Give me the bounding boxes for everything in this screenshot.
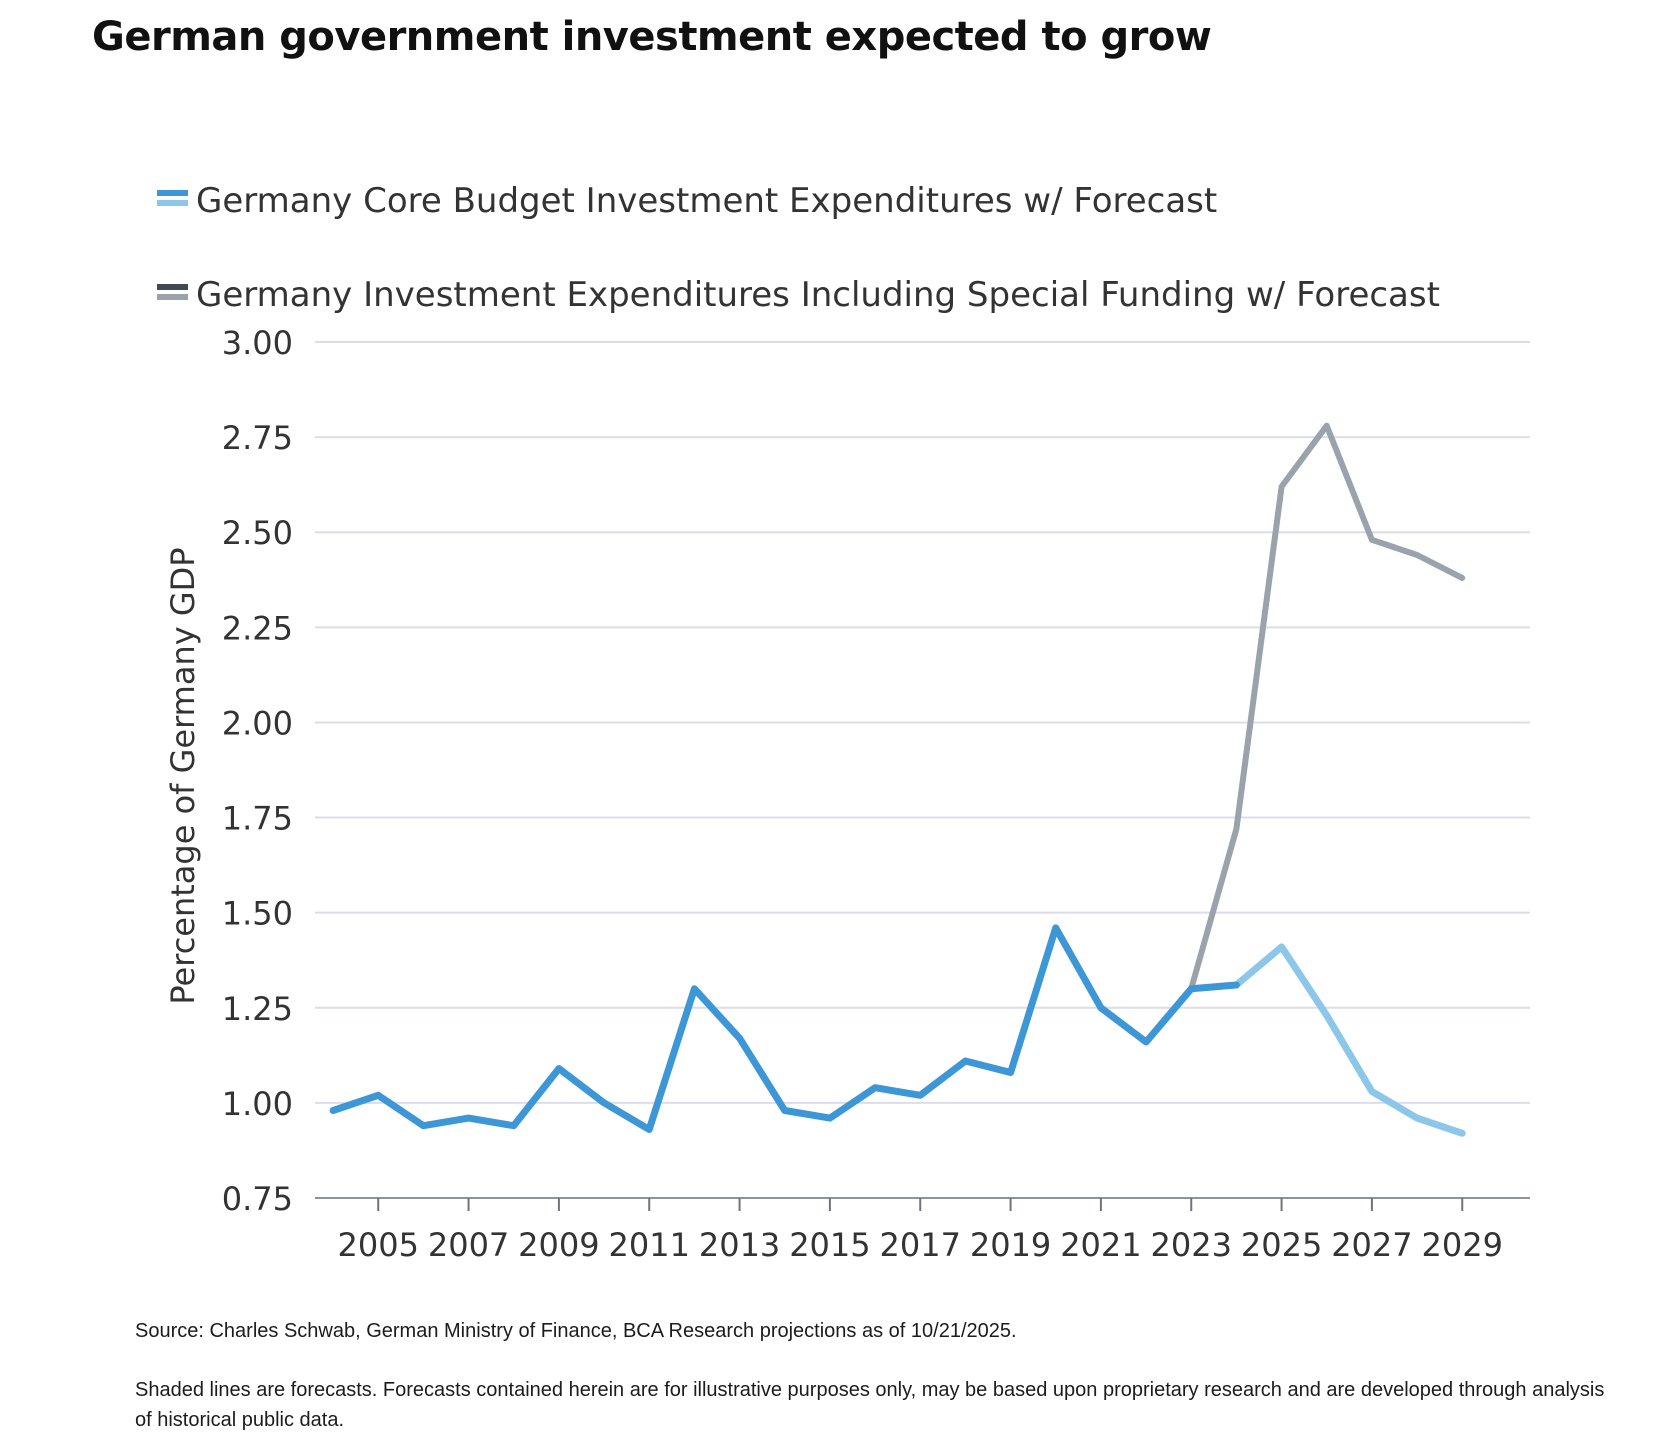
x-tick-label-2021: 2021 xyxy=(1060,1226,1141,1264)
x-tick-label-2009: 2009 xyxy=(518,1226,599,1264)
x-tick-label-2013: 2013 xyxy=(699,1226,780,1264)
series-line-special-funding xyxy=(1188,422,1466,992)
x-axis: 2005 2007 2009 2011 2013 2015 2017 2019 2021 2023… xyxy=(315,1197,1530,1264)
legend-label-special-funding: Germany Investment Expenditures Includin… xyxy=(196,275,1440,315)
y-tick-label-0-75: 0.75 xyxy=(222,1180,293,1218)
x-tick-label-2017: 2017 xyxy=(880,1226,961,1264)
x-tick-label-2029: 2029 xyxy=(1422,1226,1503,1264)
page-title: German government investment expected to… xyxy=(92,14,1212,60)
legend-item-special-funding: Germany Investment Expenditures Includin… xyxy=(157,275,1440,315)
y-axis-title: Percentage of Germany GDP xyxy=(164,547,202,1004)
x-tick-label-2015: 2015 xyxy=(789,1226,870,1264)
y-tick-label-3-00: 3.00 xyxy=(222,324,293,362)
legend-swatch-special-funding xyxy=(157,284,188,290)
x-tick-label-2011: 2011 xyxy=(609,1226,690,1264)
line-chart: Germany Core Budget Investment Expenditu… xyxy=(157,181,1530,1264)
x-tick-label-2023: 2023 xyxy=(1151,1226,1232,1264)
y-tick-label-2-75: 2.75 xyxy=(222,419,293,457)
x-tick-label-2019: 2019 xyxy=(970,1226,1051,1264)
forecast-disclaimer: Shaded lines are forecasts. Forecasts co… xyxy=(135,1379,1605,1431)
y-tick-label-2-00: 2.00 xyxy=(222,704,293,742)
y-tick-label-2-50: 2.50 xyxy=(222,514,293,552)
y-tick-label-1-50: 1.50 xyxy=(222,895,293,933)
legend-label-core-budget: Germany Core Budget Investment Expenditu… xyxy=(196,181,1217,221)
y-tick-label-1-75: 1.75 xyxy=(222,800,293,838)
y-axis-ticks: 0.75 1.00 1.25 1.50 1.75 2.00 2.25 2.50 2.75 3.00 xyxy=(222,324,293,1218)
y-tick-label-1-00: 1.00 xyxy=(222,1085,293,1123)
y-tick-label-2-25: 2.25 xyxy=(222,609,293,647)
chart-legend: Germany Core Budget Investment Expenditu… xyxy=(157,181,1440,315)
series-line-core-budget-forecast xyxy=(1232,943,1466,1137)
legend-swatch-core-budget-forecast xyxy=(157,200,188,206)
series-line-core-budget xyxy=(329,924,1240,1133)
source-note: Source: Charles Schwab, German Ministry … xyxy=(135,1320,1017,1342)
legend-swatch-special-funding-forecast xyxy=(157,294,188,300)
y-tick-label-1-25: 1.25 xyxy=(222,990,293,1028)
x-tick-label-2025: 2025 xyxy=(1241,1226,1322,1264)
gridlines xyxy=(315,341,1530,1104)
chart-series xyxy=(329,422,1466,1137)
x-tick-label-2007: 2007 xyxy=(428,1226,509,1264)
x-tick-label-2005: 2005 xyxy=(338,1226,419,1264)
legend-item-core-budget: Germany Core Budget Investment Expenditu… xyxy=(157,181,1217,221)
legend-swatch-core-budget xyxy=(157,190,188,196)
x-tick-label-2027: 2027 xyxy=(1331,1226,1412,1264)
